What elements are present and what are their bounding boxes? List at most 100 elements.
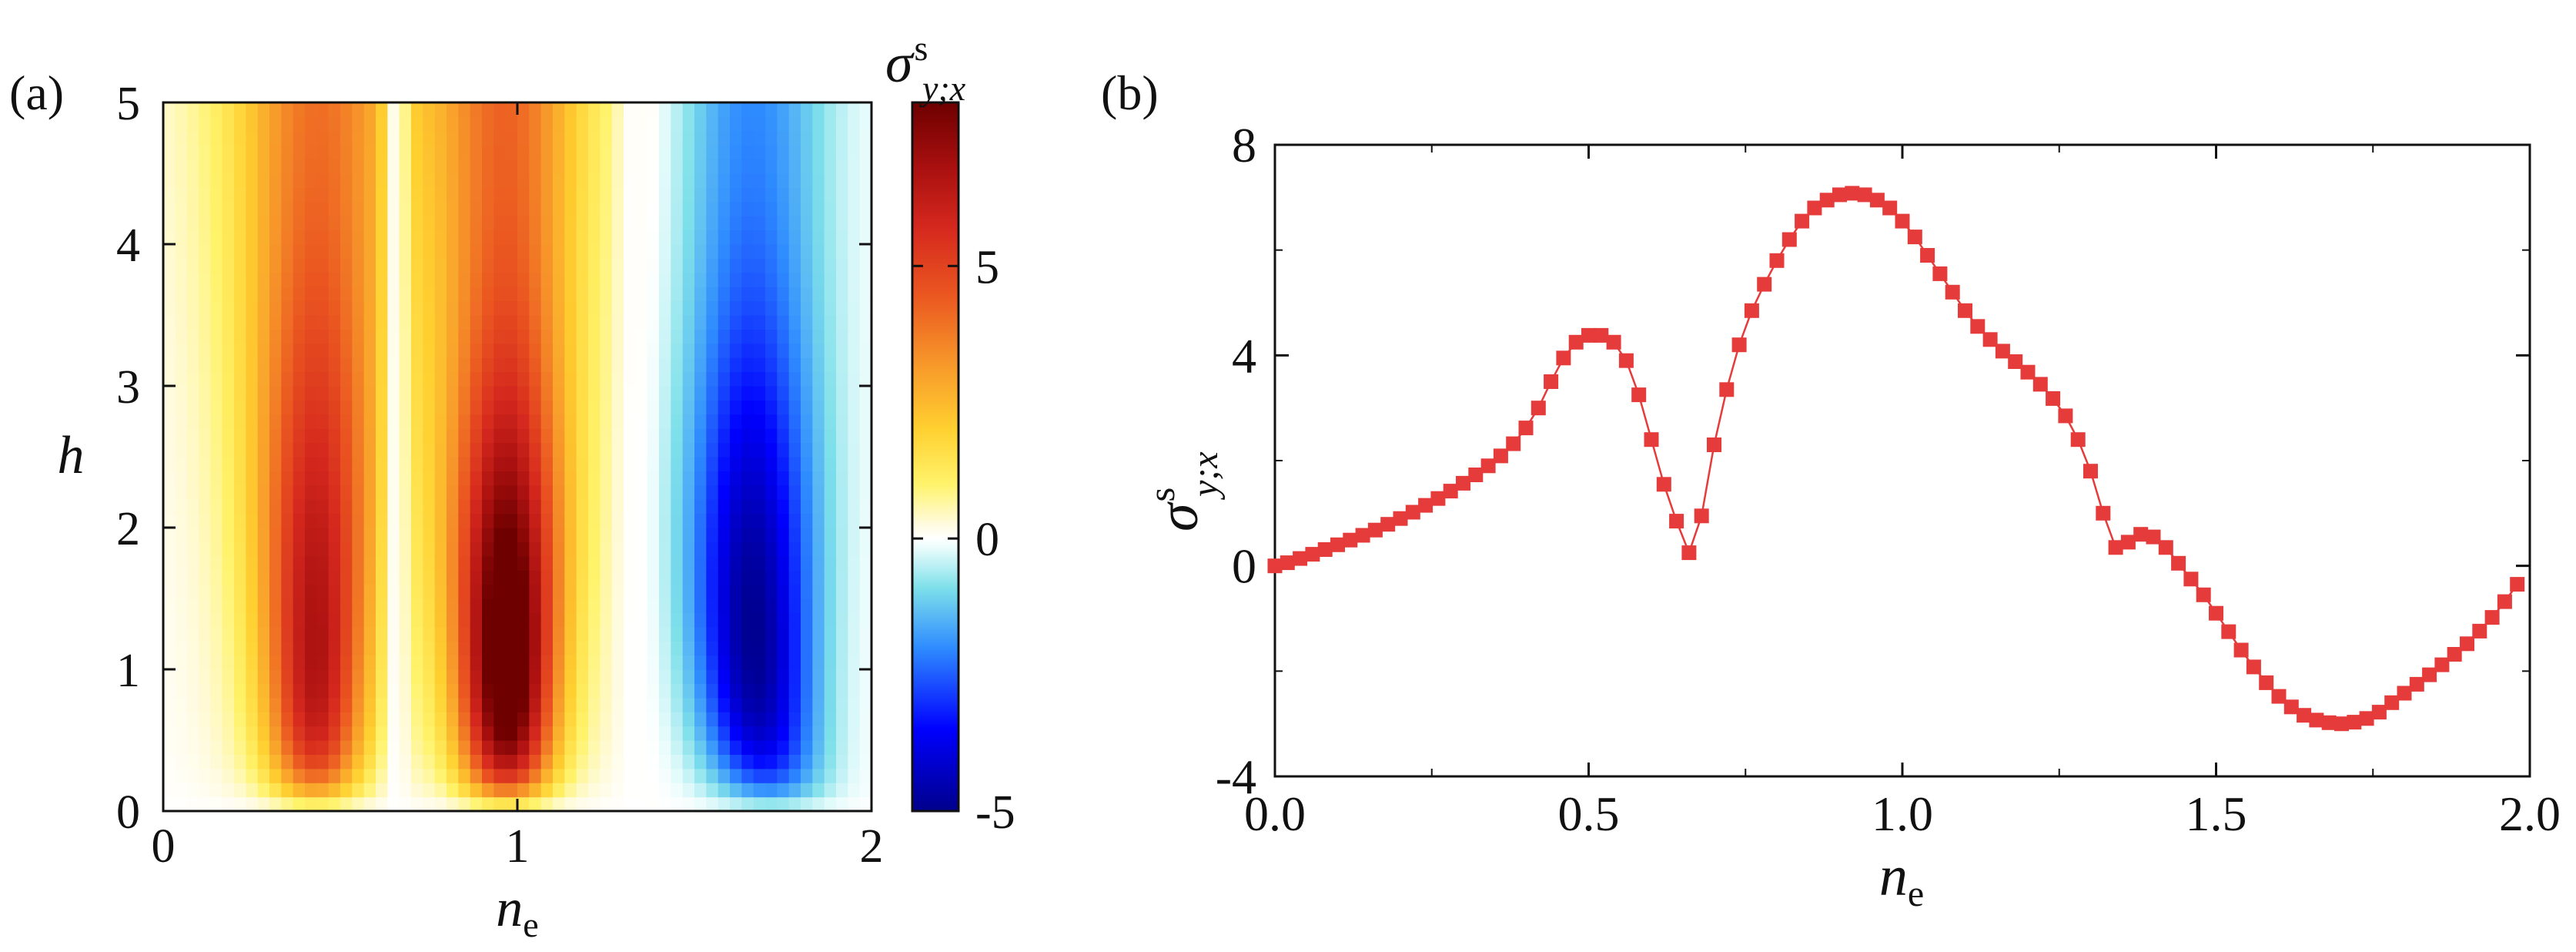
heatmap-cell — [718, 130, 731, 146]
heatmap-cell — [859, 244, 872, 259]
heatmap-cell — [399, 768, 412, 783]
heatmap-cell — [505, 697, 518, 712]
heatmap-cell — [753, 471, 766, 486]
heatmap-cell — [659, 116, 671, 132]
heatmap-cell — [553, 570, 565, 585]
heatmap-cell — [293, 584, 306, 599]
heatmap-cell — [765, 697, 778, 712]
heatmap-cell — [611, 726, 624, 741]
heatmap-cell — [741, 159, 754, 174]
heatmap-cell — [859, 669, 872, 684]
heatmap-cell — [246, 598, 259, 613]
heatmap-x-tick-label: 0 — [152, 820, 176, 873]
heatmap-cell — [305, 796, 317, 812]
heatmap-cell — [576, 414, 589, 429]
heatmap-cell — [682, 683, 695, 699]
heatmap-cell — [812, 442, 825, 458]
heatmap-cell — [163, 471, 176, 486]
heatmap-cell — [788, 371, 801, 387]
heatmap-cell — [423, 102, 436, 117]
heatmap-cell — [316, 329, 330, 344]
heatmap-cell — [647, 655, 660, 670]
heatmap-cell — [447, 783, 459, 798]
heatmap-cell — [352, 258, 365, 273]
heatmap-cell — [246, 315, 259, 330]
heatmap-cell — [801, 371, 813, 387]
heatmap-cell — [682, 173, 695, 188]
heatmap-cell — [505, 201, 518, 216]
heatmap-cell — [470, 471, 483, 486]
heatmap-cell — [788, 315, 801, 330]
heatmap-cell — [376, 471, 388, 486]
heatmap-cell — [376, 768, 388, 783]
heatmap-cell — [186, 201, 199, 216]
heatmap-cell — [352, 287, 365, 302]
heatmap-cell — [470, 386, 483, 401]
heatmap-cell — [246, 669, 259, 684]
heatmap-cell — [210, 400, 223, 415]
heatmap-cell — [824, 726, 837, 741]
heatmap-cell — [423, 272, 436, 287]
heatmap-cell — [812, 754, 825, 769]
heatmap-cell — [647, 414, 660, 429]
heatmap-cell — [647, 697, 660, 712]
heatmap-cell — [210, 329, 223, 344]
heatmap-cell — [423, 400, 436, 415]
heatmap-cell — [352, 244, 365, 259]
heatmap-cell — [340, 528, 353, 542]
heatmap-cell — [753, 499, 766, 515]
heatmap-cell — [328, 159, 341, 174]
heatmap-cell — [859, 414, 872, 429]
heatmap-cell — [493, 244, 507, 259]
data-point — [1869, 193, 1885, 208]
heatmap-cell — [694, 584, 707, 599]
heatmap-cell — [553, 740, 565, 755]
heatmap-cell — [576, 357, 589, 373]
heatmap-cell — [328, 343, 341, 358]
heatmap-cell — [316, 244, 330, 259]
heatmap-cell — [257, 414, 270, 429]
heatmap-cell — [564, 499, 577, 515]
heatmap-cell — [600, 499, 613, 515]
colorbar-frame — [911, 101, 960, 813]
heatmap-cell — [777, 740, 790, 755]
heatmap-cell — [186, 612, 199, 628]
heatmap-cell — [836, 669, 848, 684]
heatmap-cell — [399, 159, 412, 174]
heatmap-cell — [293, 655, 306, 670]
heatmap-cell — [163, 584, 176, 599]
heatmap-cell — [635, 244, 648, 259]
heatmap-cell — [765, 669, 778, 684]
heatmap-cell — [529, 783, 542, 798]
heatmap-cell — [175, 528, 188, 542]
heatmap-cell — [647, 428, 660, 444]
heatmap-cell — [281, 528, 294, 542]
heatmap-cell — [517, 740, 530, 755]
heatmap-cell — [741, 726, 754, 741]
heatmap-cell — [163, 484, 176, 500]
heatmap-cell — [647, 442, 660, 458]
heatmap-cell — [246, 258, 259, 273]
heatmap-cell — [682, 216, 695, 231]
heatmap-cell — [447, 159, 459, 174]
heatmap-cell — [411, 386, 423, 401]
heatmap-cell — [564, 740, 577, 755]
heatmap-cell — [859, 258, 872, 273]
heatmap-cell — [482, 230, 494, 245]
heatmap-cell — [801, 287, 813, 302]
heatmap-cell — [753, 783, 766, 798]
heatmap-cell — [848, 130, 861, 146]
heatmap-cell — [812, 371, 825, 387]
heatmap-cell — [163, 187, 176, 203]
heatmap-cell — [788, 258, 801, 273]
heatmap-cell — [600, 371, 613, 387]
heatmap-cell — [399, 570, 412, 585]
heatmap-cell — [458, 216, 471, 231]
heatmap-cell — [352, 796, 365, 812]
heatmap-cell — [588, 513, 601, 528]
heatmap-cell — [411, 272, 423, 287]
heatmap-cell — [682, 272, 695, 287]
heatmap-cell — [848, 272, 861, 287]
heatmap-cell — [671, 258, 684, 273]
heatmap-cell — [812, 258, 825, 273]
